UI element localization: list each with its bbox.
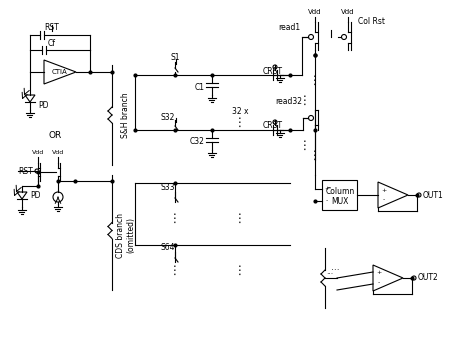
Text: CDS branch
(omitted): CDS branch (omitted)	[116, 212, 136, 258]
Text: ⋮: ⋮	[169, 263, 181, 276]
Text: CTIA: CTIA	[52, 69, 68, 75]
Text: MUX: MUX	[331, 197, 349, 206]
Circle shape	[273, 120, 277, 124]
Text: Vdd: Vdd	[32, 150, 44, 156]
Text: ⋮: ⋮	[299, 93, 311, 106]
Text: -: -	[378, 280, 380, 286]
Circle shape	[412, 276, 416, 280]
Text: ⋮: ⋮	[234, 263, 246, 276]
Text: CRST: CRST	[263, 67, 283, 77]
Text: 32 x: 32 x	[232, 107, 248, 117]
Text: ...: ...	[327, 267, 334, 276]
Text: OR: OR	[48, 131, 62, 140]
Text: RST: RST	[18, 167, 33, 175]
Text: Vdd: Vdd	[308, 9, 322, 15]
Text: Column: Column	[325, 186, 355, 196]
Text: PD: PD	[30, 190, 40, 199]
Text: -: -	[325, 198, 328, 203]
Text: +: +	[382, 187, 387, 193]
Text: C1: C1	[195, 83, 205, 92]
Text: S64: S64	[161, 244, 175, 252]
Text: ⋮: ⋮	[234, 116, 246, 129]
Text: PD: PD	[38, 101, 48, 109]
Text: +: +	[376, 271, 382, 276]
Text: S1: S1	[170, 53, 180, 63]
Text: RST: RST	[45, 24, 59, 32]
Text: Vdd: Vdd	[341, 9, 355, 15]
Circle shape	[309, 35, 313, 39]
Text: S32: S32	[161, 114, 175, 122]
Text: Vdd: Vdd	[52, 150, 64, 156]
Text: OUT1: OUT1	[423, 190, 444, 199]
Circle shape	[417, 193, 421, 197]
Text: Cf: Cf	[48, 39, 56, 49]
Text: ⋮: ⋮	[299, 139, 311, 152]
Text: S33: S33	[161, 184, 175, 193]
Text: OUT2: OUT2	[418, 274, 439, 282]
Text: ⋮: ⋮	[309, 74, 321, 87]
Text: CRST: CRST	[263, 121, 283, 131]
Text: C32: C32	[190, 137, 205, 146]
Text: Col Rst: Col Rst	[358, 17, 385, 26]
Circle shape	[309, 116, 313, 120]
Text: +: +	[324, 186, 329, 192]
Text: ⋮: ⋮	[234, 211, 246, 224]
Text: read1: read1	[278, 24, 300, 32]
Circle shape	[35, 169, 39, 173]
Text: read32: read32	[275, 97, 302, 106]
Text: S&H branch: S&H branch	[121, 92, 130, 138]
Bar	[322, 180, 357, 210]
Text: -: -	[383, 197, 385, 202]
Text: ⋮: ⋮	[309, 148, 321, 161]
Text: ⋮: ⋮	[169, 211, 181, 224]
Circle shape	[53, 192, 63, 202]
Circle shape	[341, 35, 346, 39]
Circle shape	[273, 65, 277, 69]
Text: ...: ...	[331, 263, 339, 273]
